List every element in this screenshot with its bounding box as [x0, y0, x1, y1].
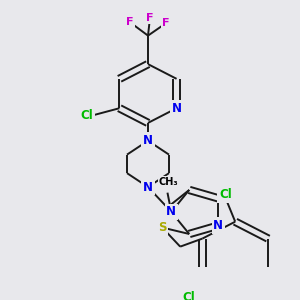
Text: N: N	[143, 134, 153, 147]
Text: F: F	[146, 13, 154, 23]
Text: Cl: Cl	[219, 188, 232, 201]
Text: F: F	[162, 18, 170, 28]
Text: N: N	[166, 206, 176, 218]
Text: Cl: Cl	[80, 109, 93, 122]
Text: S: S	[158, 221, 166, 234]
Text: Cl: Cl	[182, 291, 195, 300]
Text: CH₃: CH₃	[159, 177, 178, 187]
Text: N: N	[172, 102, 182, 115]
Text: F: F	[126, 17, 134, 27]
Text: N: N	[213, 219, 223, 232]
Text: N: N	[143, 181, 153, 194]
